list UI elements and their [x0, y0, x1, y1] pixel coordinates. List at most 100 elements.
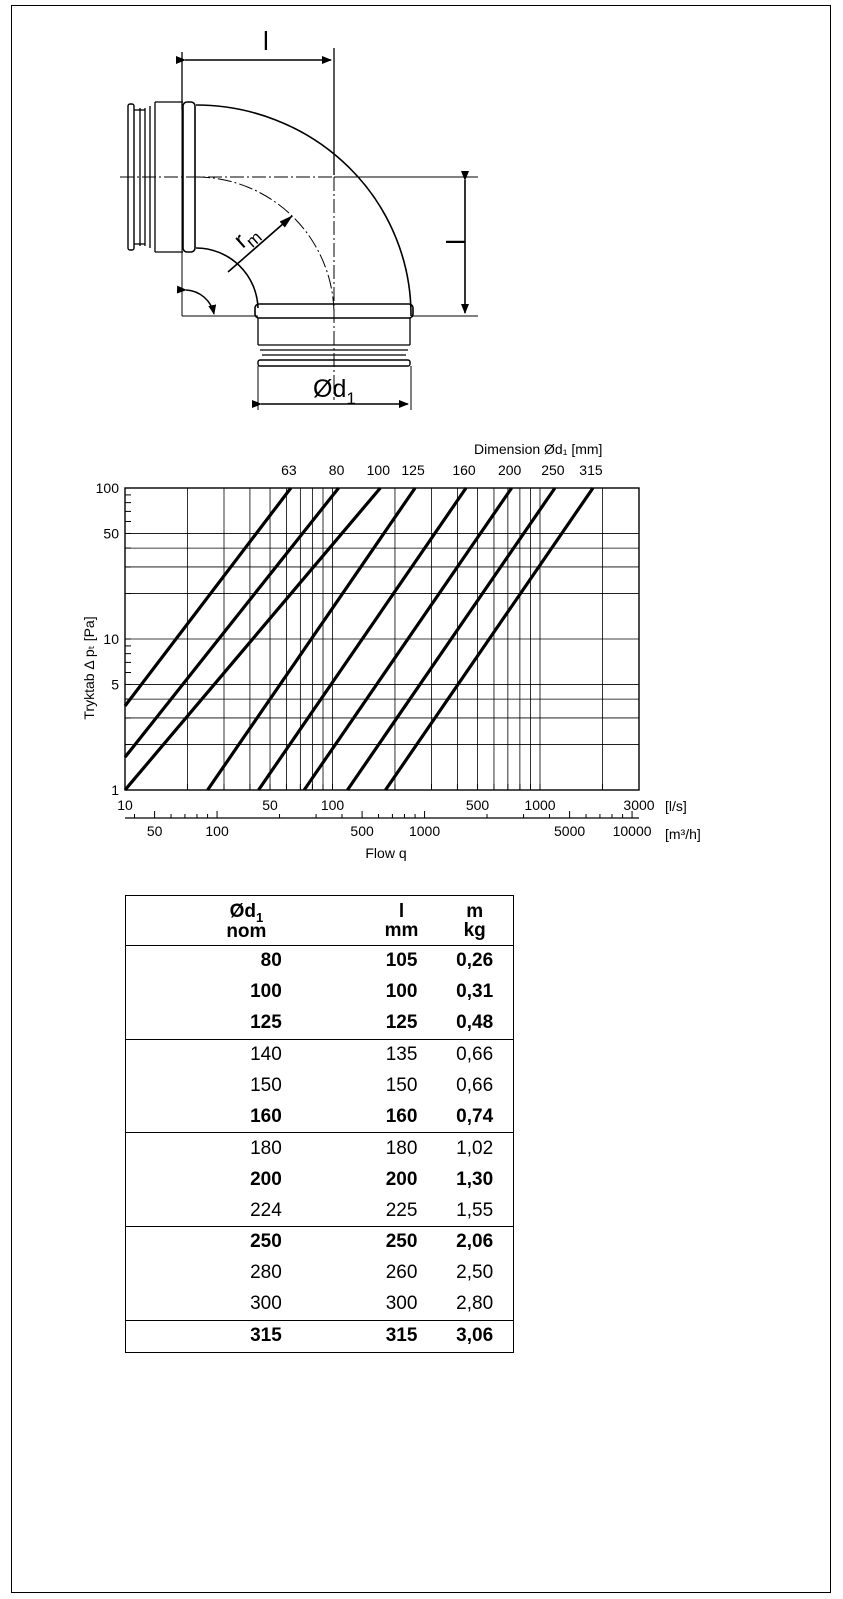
series-label-315: 315: [579, 462, 603, 478]
header-diameter: Ød1 nom: [125, 895, 367, 946]
table-row: 224 225 1,55: [125, 1195, 514, 1228]
table-row: 80 105 0,26: [126, 946, 514, 977]
cell-m: 2,06: [456, 1231, 494, 1253]
table-header-row: Ød1 nom l mm m kg: [125, 895, 514, 946]
table-row: 100 100 0,31: [126, 977, 514, 1008]
cell-m: 1,30: [456, 1168, 494, 1190]
series-line-200: [302, 487, 513, 791]
cell-d: 160: [125, 1101, 367, 1134]
series-label-80: 80: [329, 462, 345, 478]
series-line-125: [206, 487, 417, 791]
header-length: l mm: [366, 895, 437, 946]
series-label-200: 200: [498, 462, 522, 478]
y-tick-label: 50: [103, 525, 119, 541]
x-unit-primary: [l/s]: [665, 798, 687, 814]
header-diameter-sub: 1: [255, 910, 264, 925]
cell-d: 80: [260, 950, 282, 972]
x-axis-label: Flow q: [365, 845, 406, 861]
x-tick-label: 3000: [623, 797, 654, 813]
series-label-160: 160: [452, 462, 476, 478]
cell-d: 100: [250, 981, 282, 1003]
y-axis-label: Tryktab Δ pₜ [Pa]: [81, 616, 97, 719]
header-mass-unit: kg: [463, 920, 486, 941]
table-row: 150 150 0,66: [126, 1071, 514, 1102]
x-unit-secondary: [m³/h]: [665, 826, 701, 842]
header-diameter-unit: nom: [226, 921, 267, 942]
cell-d: 250: [250, 1231, 282, 1253]
cell-l: 250: [385, 1231, 418, 1253]
series-line-250: [346, 487, 557, 791]
y-tick-label: 100: [96, 480, 120, 496]
x-secondary-tick-label: 500: [350, 823, 374, 839]
x-secondary-tick-label: 10000: [613, 823, 652, 839]
x-secondary-tick-label: 1000: [409, 823, 440, 839]
cell-m: 3,06: [456, 1325, 494, 1347]
cell-l: 160: [366, 1101, 437, 1134]
header-mass: m kg: [436, 895, 514, 946]
y-tick-label: 5: [111, 676, 119, 692]
x-tick-label: 100: [321, 797, 345, 813]
table-row: 250 250 2,06: [126, 1227, 514, 1258]
x-secondary-tick-label: 5000: [554, 823, 585, 839]
cell-d: 180: [250, 1137, 282, 1159]
cell-d: 224: [125, 1195, 367, 1228]
cell-l: 225: [366, 1195, 437, 1228]
cell-m: 2,50: [456, 1262, 494, 1284]
cell-l: 300: [366, 1288, 437, 1321]
cell-m: 0,48: [436, 1007, 514, 1040]
header-length-unit: mm: [384, 920, 419, 941]
x-secondary-tick-label: 50: [147, 823, 163, 839]
cell-d: 280: [250, 1262, 282, 1284]
x-tick-label: 10: [117, 797, 133, 813]
x-tick-label: 500: [466, 797, 490, 813]
cell-m: 2,80: [436, 1288, 514, 1321]
cell-d: 150: [250, 1075, 282, 1096]
y-tick-label: 10: [103, 631, 119, 647]
cell-d: 300: [125, 1288, 367, 1321]
table-row: 180 180 1,02: [126, 1133, 514, 1164]
series-line-160: [257, 487, 468, 791]
cell-d: 125: [125, 1007, 367, 1040]
chart-title: Dimension Ød₁ [mm]: [474, 441, 602, 457]
radius-label: rm: [229, 219, 266, 257]
page-frame: [11, 5, 831, 1593]
cell-m: 0,66: [456, 1044, 494, 1066]
series-line-315: [384, 487, 595, 791]
cell-m: 0,66: [456, 1075, 494, 1096]
cell-l: 125: [366, 1007, 437, 1040]
bend-drawing: l l rm Ød1: [120, 26, 478, 410]
cell-l: 200: [385, 1168, 418, 1190]
table-row: 160 160 0,74: [125, 1101, 514, 1134]
cell-l: 135: [385, 1044, 418, 1066]
series-label-63: 63: [281, 462, 297, 478]
diameter-subscript: 1: [346, 389, 355, 408]
series-label-100: 100: [367, 462, 391, 478]
series-line-63: [123, 487, 293, 707]
table-row: 125 125 0,48: [125, 1007, 514, 1040]
series-line-80: [123, 487, 340, 759]
series-label-250: 250: [541, 462, 565, 478]
x-tick-label: 1000: [524, 797, 555, 813]
cell-m: 1,02: [456, 1137, 494, 1159]
cell-d: 315: [250, 1325, 282, 1347]
series-line-100: [123, 486, 382, 792]
cell-l: 100: [385, 981, 418, 1003]
cell-m: 0,31: [456, 981, 494, 1003]
y-tick-label: 1: [111, 782, 119, 798]
table-row: 200 200 1,30: [126, 1164, 514, 1195]
cell-l: 105: [385, 950, 418, 972]
table-row: 140 135 0,66: [126, 1039, 514, 1070]
cell-l: 180: [385, 1137, 418, 1159]
x-tick-label: 50: [262, 797, 278, 813]
cell-m: 1,55: [436, 1195, 514, 1228]
table-row: 315 315 3,06: [126, 1320, 514, 1352]
cell-l: 260: [385, 1262, 418, 1284]
table-row: 280 260 2,50: [126, 1258, 514, 1289]
dim-l-top: l: [263, 26, 269, 56]
series-label-125: 125: [401, 462, 425, 478]
cell-m: 0,74: [436, 1101, 514, 1134]
cell-d: 140: [250, 1044, 282, 1066]
spec-table: Ød1 nom l mm m kg 80 105 0,26 100 100 0,31 125 125…: [125, 895, 514, 1353]
cell-l: 315: [385, 1325, 418, 1347]
